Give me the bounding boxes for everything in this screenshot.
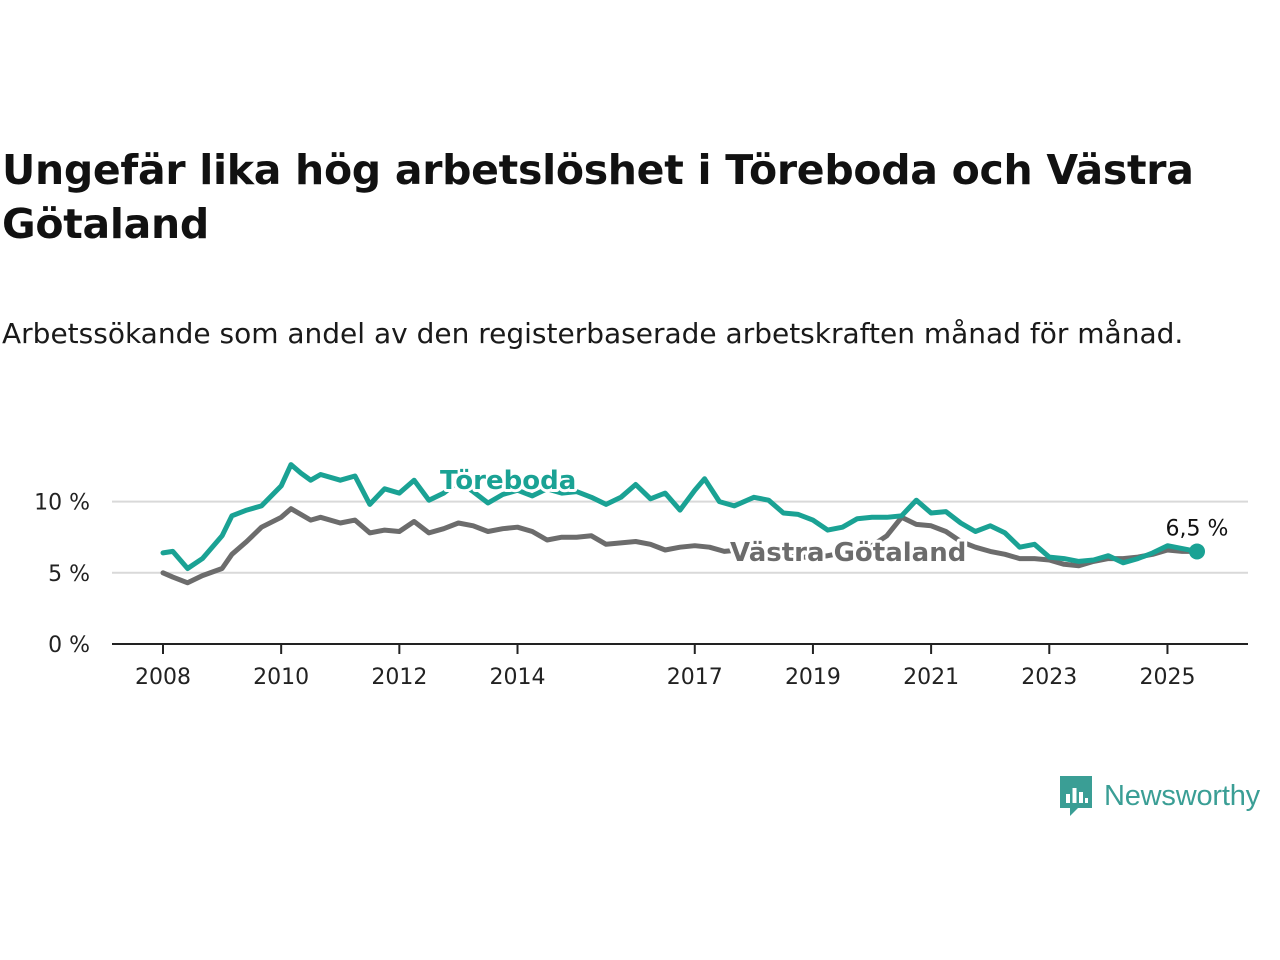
y-tick-labels: 0 % 5 % 10 %: [34, 491, 90, 658]
y-tick-label: 10 %: [34, 491, 90, 516]
series-lines: [160, 462, 1200, 586]
x-tick-label: 2023: [1021, 665, 1077, 690]
newsworthy-chart-icon: [1060, 776, 1092, 816]
end-value-label: 6,5 %: [1166, 516, 1229, 541]
x-tick-label: 2021: [903, 665, 959, 690]
series-line-töreboda: [160, 462, 1200, 571]
x-ticks: 2008 2010 2012 2014 2017 2019 2021 2023 2025: [135, 644, 1195, 690]
series-line-västra-götaland: [160, 506, 1200, 586]
x-tick-label: 2019: [785, 665, 841, 690]
series-labels: Töreboda Västra Götaland: [437, 463, 969, 571]
chart-subtitle: Arbetssökande som andel av den registerb…: [2, 317, 1184, 350]
line-chart: 0 %5 %10 % 2008 2010 2012 2014 2017 2019 2021 2…: [34, 462, 1248, 690]
x-tick-label: 2014: [490, 665, 546, 690]
newsworthy-logo: Newsworthy: [1058, 772, 1260, 820]
brand-name: Newsworthy: [1104, 779, 1260, 812]
x-tick-label: 2025: [1139, 665, 1195, 690]
x-tick-label: 2012: [371, 665, 427, 690]
chart-title: Ungefär lika hög arbetslöshet i Töreboda…: [2, 146, 1194, 248]
y-tick-label: 5 %: [48, 562, 90, 587]
y-grid: [112, 500, 1248, 574]
x-tick-label: 2010: [253, 665, 309, 690]
x-tick-label: 2017: [667, 665, 723, 690]
series-label: Västra Götaland: [730, 538, 966, 568]
y-tick-label: 0 %: [48, 633, 90, 658]
x-tick-label: 2008: [135, 665, 191, 690]
series-label: Töreboda: [440, 466, 576, 496]
end-point-marker: [1189, 543, 1205, 560]
